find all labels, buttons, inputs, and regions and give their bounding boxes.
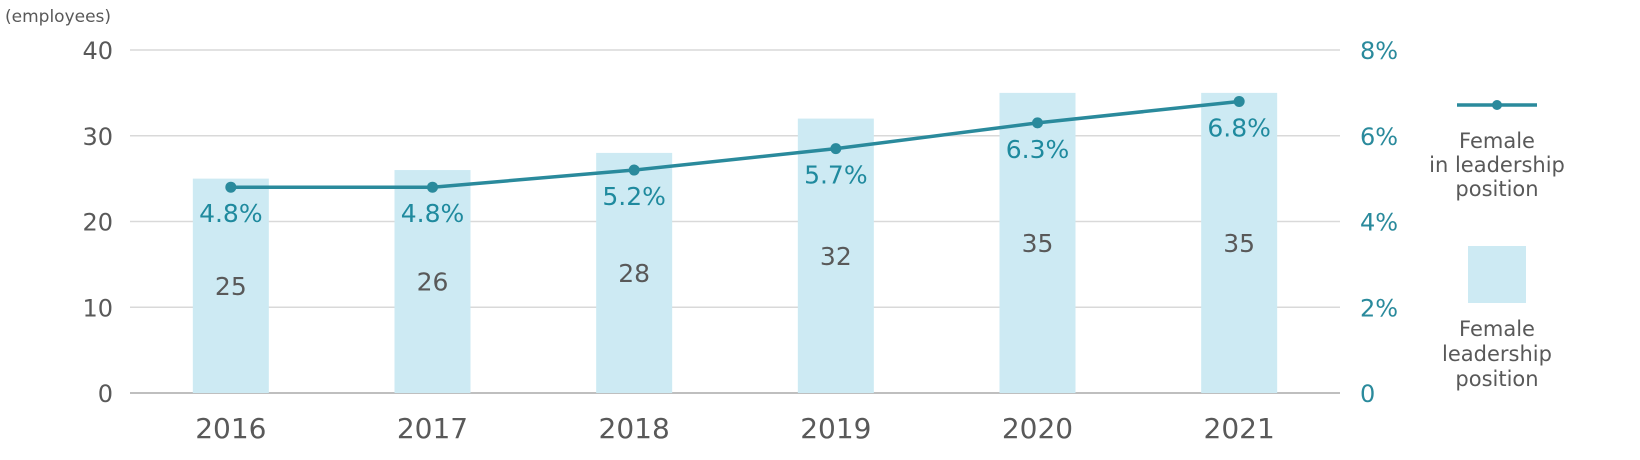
- axes: 0 0 10 2% 20 4% 30 6% 40 8% 2016 2017 2018 2019 2020 20…: [82, 37, 1398, 445]
- bar: [797, 118, 874, 393]
- y-tick-label-right: 2%: [1360, 294, 1398, 322]
- bar-value-label: 28: [618, 259, 650, 288]
- bar-series: [192, 92, 1278, 393]
- y-tick-label-left: 10: [82, 294, 113, 322]
- bar: [1201, 92, 1278, 393]
- line-value-label: 4.8%: [199, 199, 263, 228]
- grid-lines: [130, 49, 1340, 394]
- y-tick-label-right: 6%: [1360, 123, 1398, 151]
- legend-bar-label: position: [1455, 367, 1538, 391]
- y-axis-unit-label: (employees): [5, 7, 111, 27]
- bar-value-label: 35: [1022, 229, 1054, 258]
- x-tick-label: 2020: [1002, 412, 1073, 445]
- line-point: [628, 164, 640, 176]
- x-tick-label: 2017: [397, 412, 468, 445]
- line-value-label: 4.8%: [401, 199, 465, 228]
- legend-line-label: in leadership: [1429, 153, 1565, 177]
- line-point: [830, 143, 842, 155]
- bar: [192, 178, 269, 393]
- bar: [999, 92, 1076, 393]
- y-tick-label-left: 20: [82, 209, 113, 237]
- y-tick-label-left: 40: [82, 37, 113, 65]
- legend-line-label: position: [1455, 177, 1538, 201]
- bar: [394, 170, 471, 393]
- y-tick-label-left: 0: [98, 380, 113, 408]
- x-tick-label: 2018: [599, 412, 670, 445]
- line-point: [1233, 95, 1245, 107]
- line-point: [225, 181, 237, 193]
- y-tick-label-right: 0: [1360, 380, 1375, 408]
- line-value-label: 5.2%: [602, 182, 666, 211]
- series-line: [230, 99, 1240, 189]
- y-tick-label-right: 4%: [1360, 209, 1398, 237]
- line-value-label: 6.8%: [1207, 113, 1271, 142]
- data-labels: 25 26 28 32 35 35 4.8% 4.8% 5.2% 5.7% 6.3% 6.8%: [199, 113, 1271, 300]
- legend-bar-swatch: [1468, 246, 1526, 303]
- x-tick-label: 2016: [195, 412, 266, 445]
- x-tick-label: 2021: [1204, 412, 1275, 445]
- bar-value-label: 25: [215, 272, 247, 301]
- bar-value-label: 32: [820, 242, 852, 271]
- legend-line-label: Female: [1459, 129, 1535, 153]
- legend-bar-label: leadership: [1442, 342, 1552, 366]
- line-value-label: 6.3%: [1006, 135, 1070, 164]
- y-tick-label-left: 30: [82, 123, 113, 151]
- y-tick-label-right: 8%: [1360, 37, 1398, 65]
- legend-bar-label: Female: [1459, 317, 1535, 341]
- line-series: [225, 95, 1245, 193]
- bar-value-label: 26: [417, 268, 449, 297]
- line-point: [427, 181, 438, 193]
- bar: [596, 152, 673, 393]
- legend-line-marker: [1492, 100, 1502, 110]
- line-point: [1032, 117, 1043, 129]
- bar-value-label: 35: [1223, 229, 1255, 258]
- x-tick-label: 2019: [800, 412, 871, 445]
- line-value-label: 5.7%: [804, 161, 868, 190]
